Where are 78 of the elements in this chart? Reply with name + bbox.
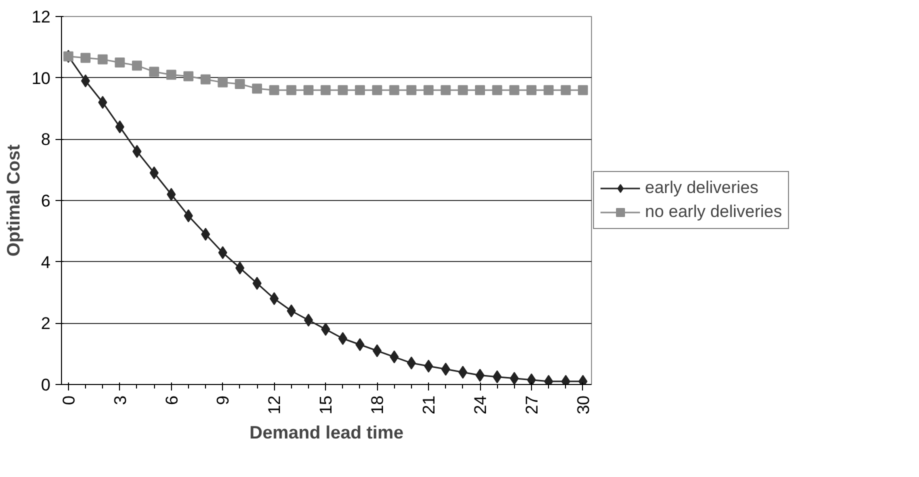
point <box>424 360 434 373</box>
point <box>235 261 244 274</box>
point <box>132 144 142 158</box>
point <box>218 246 228 260</box>
point <box>200 74 211 84</box>
x-tick-label: 30 <box>574 395 593 414</box>
point <box>320 85 331 96</box>
point <box>149 66 160 77</box>
point <box>390 350 399 364</box>
y-axis-title: Optimal Cost <box>4 144 24 257</box>
point <box>458 85 468 96</box>
point <box>270 292 279 306</box>
point <box>389 85 400 96</box>
x-axis-title: Demand lead time <box>249 422 404 442</box>
point <box>578 85 588 96</box>
point <box>560 85 571 96</box>
point <box>424 85 434 96</box>
point <box>286 304 296 318</box>
point <box>286 85 296 96</box>
y-tick-label: 12 <box>32 8 51 26</box>
point <box>80 52 91 63</box>
point <box>303 85 314 96</box>
point <box>252 84 262 94</box>
x-tick-label: 9 <box>214 395 233 405</box>
x-tick-label: 0 <box>59 395 78 405</box>
point <box>338 85 348 96</box>
point <box>115 120 124 134</box>
y-tick-label: 4 <box>41 252 51 272</box>
point <box>184 209 193 222</box>
point <box>526 373 536 384</box>
x-tick-label: 24 <box>471 395 490 414</box>
x-tick-label: 6 <box>162 395 182 405</box>
point <box>475 85 486 96</box>
x-tick-label: 18 <box>368 395 388 414</box>
point <box>321 322 330 336</box>
point <box>510 372 519 384</box>
point <box>269 85 280 96</box>
point <box>406 356 416 370</box>
point <box>544 85 554 96</box>
point <box>132 60 142 71</box>
x-tick-label: 27 <box>522 395 542 414</box>
point <box>526 85 536 96</box>
point <box>355 338 364 352</box>
legend-label: early deliveries <box>645 178 758 198</box>
point <box>458 366 468 379</box>
point <box>372 344 382 358</box>
point <box>440 85 451 96</box>
point <box>98 96 108 109</box>
point <box>354 85 365 96</box>
x-tick-label: 15 <box>316 395 336 414</box>
point <box>252 276 262 290</box>
point <box>304 314 313 327</box>
point <box>492 85 502 96</box>
point <box>492 370 502 384</box>
point <box>166 70 176 80</box>
y-tick-label: 10 <box>32 68 51 88</box>
x-tick-label: 21 <box>420 395 439 414</box>
point <box>234 78 245 89</box>
point <box>441 362 450 376</box>
x-tick-label: 12 <box>265 395 284 414</box>
point <box>81 74 90 88</box>
x-tick-label: 3 <box>110 395 130 405</box>
point <box>98 54 108 64</box>
point <box>183 71 194 82</box>
point <box>338 332 348 345</box>
point <box>372 85 382 96</box>
point <box>166 188 176 201</box>
point <box>406 85 416 96</box>
point <box>476 368 485 382</box>
point <box>114 58 125 68</box>
y-tick-label: 6 <box>41 192 51 210</box>
point <box>201 228 210 241</box>
y-tick-label: 8 <box>41 130 51 150</box>
point <box>509 85 520 96</box>
legend-label: no early deliveries <box>645 202 782 222</box>
point <box>150 166 159 180</box>
y-tick-label: 2 <box>41 314 51 334</box>
point <box>218 77 228 88</box>
